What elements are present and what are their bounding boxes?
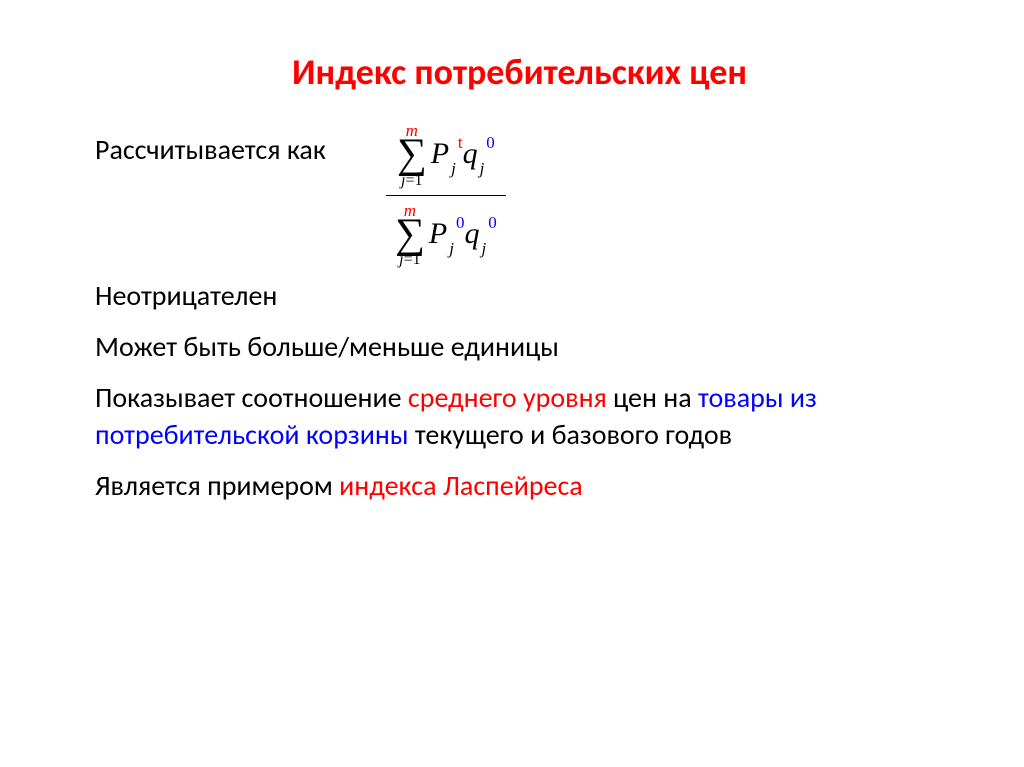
formula: m ∑ j=1 Pjtqj0 [386,122,506,268]
var-q-2: q [464,217,479,250]
l3c: цен на [607,380,698,415]
sum-lower-limit: j=1 [401,173,422,189]
line-nonneg: Неотрицателен [95,278,944,315]
sub-j-2: j [480,159,485,178]
l3b: среднего уровня [408,380,607,415]
sub-j-4: j [481,239,486,258]
sum-numerator: m ∑ j=1 Pjtqj0 [397,122,495,189]
sum-lower-1: 1 [415,172,423,189]
line-ratio: Показывает соотношение среднего уровня ц… [95,380,944,454]
page-title: Индекс потребительских цен [95,50,944,94]
sum-lower-eq: = [406,172,415,189]
calc-row: Рассчитывается как m ∑ j=1 Pjtqj0 [95,122,944,268]
sigma-column: m ∑ j=1 [397,122,427,189]
line-gt-lt-one: Может быть больше/меньше единицы [95,329,944,366]
sup-0: 0 [486,133,495,152]
numerator: m ∑ j=1 Pjtqj0 [386,122,506,195]
sub-j-3: j [449,239,454,258]
sub-j: j [451,159,456,178]
term-P-den: Pj0qj0 [429,218,497,253]
sum-lower-1-2: 1 [413,251,421,268]
l3a: Показывает соотношение [95,380,408,415]
line-laspeyres: Является примером индекса Ласпейреса [95,468,944,505]
calc-label: Рассчитывается как [95,122,326,167]
sup-0-2: 0 [456,213,465,232]
sum-denominator: m ∑ j=1 Pj0qj0 [395,202,497,269]
slide: Индекс потребительских цен Рассчитываетс… [0,0,1024,767]
term-P-num: Pjtqj0 [431,138,495,173]
fraction: m ∑ j=1 Pjtqj0 [386,122,506,268]
sup-0-3: 0 [488,213,497,232]
denominator: m ∑ j=1 Pj0qj0 [386,196,506,269]
l4b: индекса Ласпейреса [339,468,583,503]
l4a: Является примером [95,468,339,503]
var-P: P [431,137,449,170]
sum-lower-eq-2: = [404,251,413,268]
sigma-column-2: m ∑ j=1 [395,202,425,269]
sum-lower-limit-2: j=1 [399,252,420,268]
var-q: q [463,137,478,170]
sigma-symbol-2: ∑ [395,217,425,253]
var-P-2: P [429,217,447,250]
l3e: текущего и базового годов [409,417,733,452]
sup-t: t [458,133,463,152]
sigma-symbol: ∑ [397,137,427,173]
